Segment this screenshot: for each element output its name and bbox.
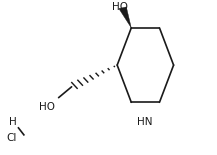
Text: Cl: Cl	[7, 133, 17, 143]
Text: HO: HO	[112, 2, 128, 12]
Text: HN: HN	[137, 117, 152, 127]
Polygon shape	[119, 7, 131, 28]
Text: HO: HO	[39, 102, 55, 112]
Text: H: H	[9, 117, 17, 127]
